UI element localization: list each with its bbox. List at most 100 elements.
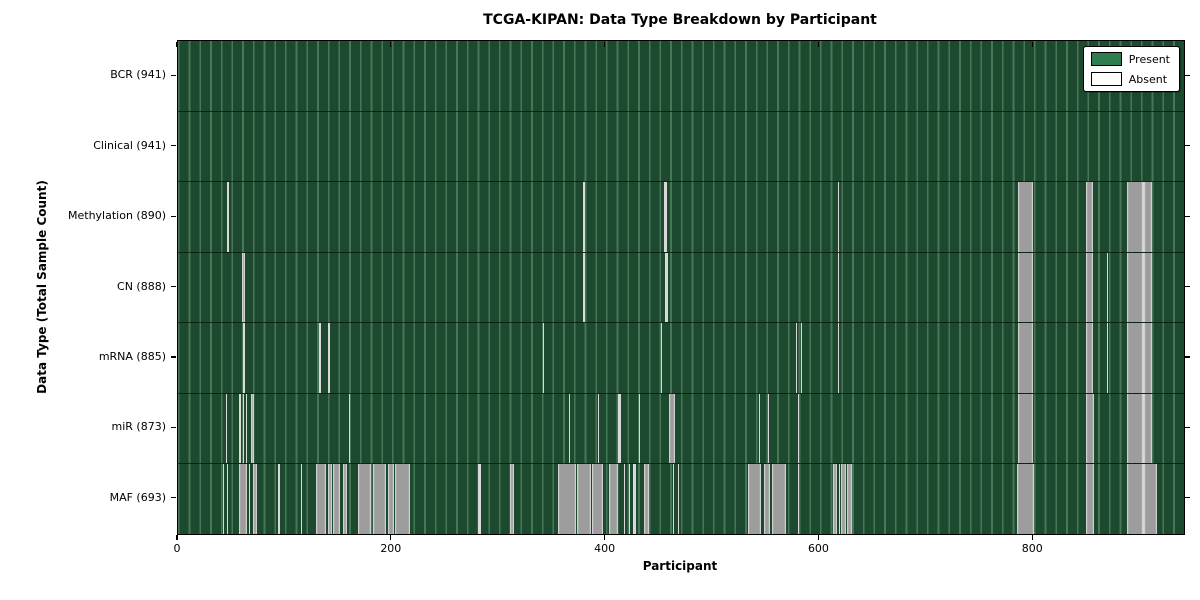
absent-stripe (672, 464, 675, 535)
present-swatch (1090, 52, 1122, 66)
absent-stripe (222, 464, 224, 535)
absent-stripe (591, 464, 604, 535)
absent-stripe (227, 182, 230, 252)
legend-label-present: Present (1128, 52, 1170, 66)
absent-stripe (1144, 323, 1152, 393)
y-tick-mark (1185, 356, 1190, 358)
absent-stripe (319, 323, 322, 393)
x-tick-mark (390, 535, 392, 540)
x-tick-mark-top (604, 41, 606, 47)
x-tick-label: 800 (1021, 542, 1043, 555)
absent-stripe (583, 182, 586, 252)
absent-stripe (333, 464, 341, 535)
absent-stripe (1144, 464, 1158, 535)
legend-item-absent: Absent (1090, 72, 1170, 86)
absent-stripe (644, 464, 650, 535)
absent-stripe (243, 393, 245, 464)
absent-stripe (1127, 252, 1144, 323)
absent-stripe (763, 464, 771, 535)
absent-stripe (243, 323, 246, 393)
absent-stripe (227, 464, 229, 535)
absent-stripe (349, 393, 351, 464)
absent-stripe (1085, 393, 1095, 464)
absent-stripe (1018, 393, 1034, 464)
absent-stripe (758, 393, 760, 464)
absent-stripe (1143, 393, 1145, 464)
absent-stripe (623, 464, 625, 535)
y-tick-mark (171, 497, 176, 499)
absent-stripe (238, 464, 248, 535)
x-tick-label: 400 (594, 542, 616, 555)
absent-stripe (1144, 252, 1152, 323)
y-tick-mark (1185, 497, 1190, 499)
absent-stripe (300, 464, 302, 535)
y-tick-label: BCR (941) (110, 68, 166, 82)
absent-stripe (1143, 252, 1145, 323)
x-tick-label: 200 (380, 542, 402, 555)
heatmap-rows (178, 41, 1184, 535)
absent-stripe (608, 464, 619, 535)
y-tick-mark (171, 145, 176, 147)
y-tick-mark (1185, 286, 1190, 288)
y-tick-mark (171, 426, 176, 429)
absent-stripe (278, 464, 280, 535)
absent-stripe (847, 464, 852, 535)
absent-stripe (246, 393, 248, 464)
absent-stripe (1143, 323, 1145, 393)
absent-stripe (678, 464, 680, 535)
absent-stripe (747, 464, 761, 535)
heatmap-row (178, 110, 1184, 182)
absent-stripe (629, 464, 631, 535)
absent-stripe (1127, 393, 1144, 464)
x-tick-mark-top (176, 41, 178, 47)
absent-stripe (542, 323, 544, 393)
absent-stripe (327, 464, 332, 535)
legend-item-present: Present (1090, 52, 1170, 66)
absent-stripe (837, 323, 839, 393)
y-tick-label: Clinical (941) (93, 138, 166, 152)
x-tick-mark (176, 535, 178, 540)
absent-stripe (1085, 182, 1094, 252)
absent-stripe (1144, 182, 1152, 252)
absent-stripe (395, 464, 410, 535)
absent-stripe (1018, 323, 1034, 393)
absent-stripe (569, 393, 571, 464)
absent-stripe (315, 464, 326, 535)
y-tick-mark (1185, 426, 1190, 429)
legend: Present Absent (1082, 46, 1180, 92)
plot-area: Present Absent (177, 40, 1185, 535)
y-tick-mark (171, 74, 176, 76)
absent-stripe (1143, 182, 1145, 252)
y-tick-mark (1185, 145, 1190, 147)
absent-stripe (665, 252, 668, 323)
y-tick-mark (1185, 215, 1190, 217)
x-tick-mark (1031, 535, 1033, 540)
heatmap-row (178, 392, 1184, 464)
absent-stripe (1085, 252, 1094, 323)
absent-stripe (250, 393, 254, 464)
y-tick-mark (171, 215, 176, 217)
absent-stripe (478, 464, 481, 535)
heatmap-row (178, 322, 1184, 393)
absent-stripe (226, 393, 228, 464)
y-tick-label: Methylation (890) (68, 209, 166, 223)
absent-stripe (833, 464, 837, 535)
absent-stripe (1085, 323, 1094, 393)
absent-stripe (1018, 252, 1034, 323)
y-tick-label: MAF (693) (109, 490, 166, 504)
absent-stripe (248, 464, 250, 535)
heatmap-row (178, 181, 1184, 252)
x-tick-mark-top (390, 41, 392, 47)
legend-label-absent: Absent (1128, 72, 1168, 86)
absent-stripe (598, 393, 600, 464)
x-tick-mark (604, 535, 606, 540)
y-tick-label: miR (873) (111, 420, 167, 434)
absent-stripe (838, 464, 840, 535)
absent-stripe (1018, 182, 1034, 252)
absent-stripe (668, 393, 676, 464)
heatmap-row (178, 41, 1184, 111)
absent-stripe (798, 464, 800, 535)
x-tick-mark (817, 535, 820, 540)
absent-stripe (801, 323, 803, 393)
